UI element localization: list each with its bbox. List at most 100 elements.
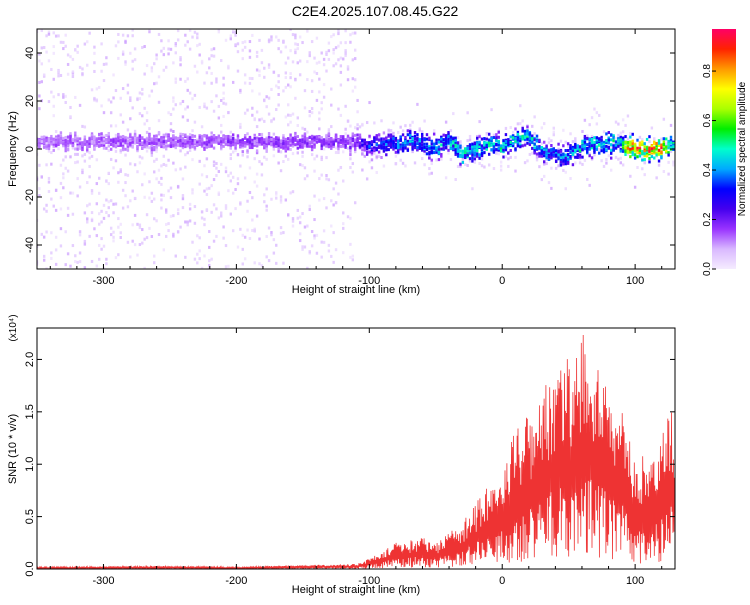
spectrogram-cell <box>392 142 395 146</box>
spectrogram-cell <box>124 41 127 45</box>
spectrogram-cell <box>442 143 445 147</box>
spectrogram-cell <box>224 244 228 248</box>
spectrogram-cell <box>349 136 352 140</box>
spectrogram-cell <box>296 43 299 47</box>
spectrogram-cell <box>74 95 77 99</box>
spectrogram-cell <box>272 140 276 144</box>
spectrogram-cell <box>181 136 185 140</box>
spectrogram-cell <box>476 134 479 138</box>
spectrogram-cell <box>669 123 673 127</box>
spectrogram-cell <box>54 188 58 192</box>
spectrogram-cell <box>124 153 127 157</box>
spectrogram-cell <box>222 91 225 95</box>
spectrogram-cell <box>272 142 276 146</box>
spectrogram-cell <box>188 202 192 206</box>
spectrogram-cell <box>294 135 297 139</box>
spectrogram-cell <box>420 130 424 134</box>
spectrogram-cell <box>349 40 352 44</box>
spectrogram-cell <box>313 56 316 60</box>
spectrogram-cell <box>298 163 302 167</box>
spectrogram-cell <box>114 137 118 141</box>
spectrogram-cell <box>38 144 41 148</box>
spectrogram-cell <box>275 140 278 144</box>
spectrogram-cell <box>253 133 256 137</box>
spectrogram-cell <box>495 148 498 152</box>
spectrogram-cell <box>45 143 48 147</box>
spectrogram-cell <box>133 213 137 217</box>
spectrogram-cell <box>86 220 89 224</box>
spectrogram-cell <box>121 188 125 192</box>
spectrogram-cell <box>315 72 319 76</box>
spectrogram-cell <box>138 97 142 101</box>
spectrogram-cell <box>265 234 268 238</box>
spectrogram-cell <box>83 242 87 246</box>
spectrogram-cell <box>45 138 48 142</box>
spectrogram-cell <box>287 113 290 117</box>
spectrogram-cell <box>519 139 522 143</box>
spectrogram-cell <box>208 259 211 263</box>
spectrogram-cell <box>66 206 70 210</box>
spectrogram-cell <box>107 98 110 102</box>
spectrogram-cell <box>308 250 311 254</box>
spectrogram-cell <box>557 157 560 161</box>
spectrogram-cell <box>59 207 63 211</box>
spectrogram-cell <box>456 136 460 140</box>
spectrogram-cell <box>404 139 407 143</box>
spectrogram-cell <box>368 144 371 148</box>
spectrogram-cell <box>559 158 563 162</box>
spectrogram-cell <box>363 145 366 149</box>
spectrogram-cell <box>595 136 599 140</box>
spectrogram-cell <box>559 153 563 157</box>
spectrogram-cell <box>265 255 268 259</box>
spectrogram-cell <box>143 45 146 49</box>
spectrogram-cell <box>638 151 642 155</box>
spectrogram-cell <box>669 144 673 148</box>
spectrogram-cell <box>497 130 500 134</box>
spectrogram-cell <box>310 134 314 138</box>
spectrogram-cell <box>234 142 237 146</box>
spectrogram-cell <box>447 137 450 141</box>
spectrogram-cell <box>320 158 323 162</box>
spectrogram-cell <box>86 145 89 149</box>
spectrogram-cell <box>253 137 256 141</box>
spectrogram-cell <box>138 243 142 247</box>
spectrogram-cell <box>282 144 285 148</box>
spectrogram-cell <box>490 137 493 141</box>
spectrogram-cell <box>52 114 55 118</box>
spectrogram-cell <box>351 132 355 136</box>
spectrogram-cell <box>203 81 206 85</box>
spectrogram-cell <box>294 143 297 147</box>
spectrogram-cell <box>643 149 646 153</box>
spectrogram-cell <box>409 136 412 140</box>
spectrogram-cell <box>52 144 55 148</box>
spectrogram-cell <box>578 152 582 156</box>
spectrogram-cell <box>114 44 118 48</box>
spectrogram-cell <box>255 139 259 143</box>
spectrogram-cell <box>363 148 366 152</box>
spectrogram-cell <box>533 132 536 136</box>
spectrogram-cell <box>382 149 386 153</box>
spectrogram-cell <box>272 132 276 136</box>
spectrogram-cell <box>569 146 572 150</box>
spectrogram-cell <box>581 141 584 145</box>
spectrogram-cell <box>301 41 304 45</box>
spectrogram-cell <box>114 133 118 137</box>
spectrogram-cell <box>322 229 326 233</box>
spectrogram-cell <box>332 140 335 144</box>
spectrogram-cell <box>119 143 122 147</box>
spectrogram-cell <box>200 173 204 177</box>
spectrogram-cell <box>504 155 508 159</box>
spectrogram-cell <box>260 48 264 52</box>
spectrogram-cell <box>562 155 565 159</box>
spectrogram-cell <box>52 148 55 152</box>
spectrogram-cell <box>322 95 326 99</box>
spectrogram-cell <box>631 145 634 149</box>
spectrogram-cell <box>449 143 453 147</box>
spectrogram-cell <box>169 144 173 148</box>
spectrogram-cell <box>126 240 130 244</box>
spectrogram-cell <box>612 148 615 152</box>
spectrogram-cell <box>358 135 362 139</box>
spectrogram-cell <box>354 85 357 89</box>
spectrogram-cell <box>612 141 615 145</box>
spectrogram-cell <box>47 100 51 104</box>
